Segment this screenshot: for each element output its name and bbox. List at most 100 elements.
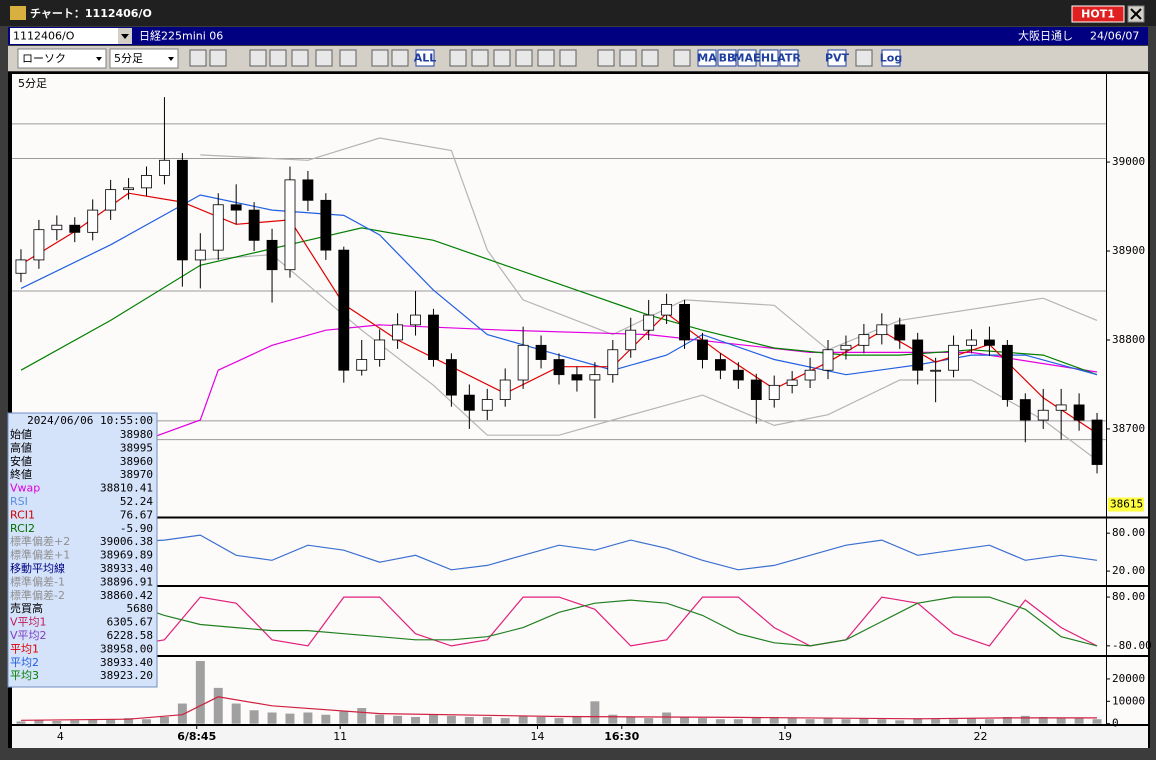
volume-bar — [411, 716, 421, 724]
candle-body — [822, 349, 834, 371]
volume-bar — [680, 716, 690, 724]
volume-bar — [52, 721, 62, 724]
interval-select[interactable] — [109, 48, 179, 69]
toolbar-icon[interactable] — [855, 49, 873, 67]
volume-bar — [662, 712, 672, 724]
toolbar-icon[interactable] — [209, 49, 227, 67]
info-label: Vwap — [10, 482, 40, 495]
toolbar-icon[interactable] — [391, 49, 409, 67]
toolbar-icon[interactable] — [559, 49, 577, 67]
candle-body — [499, 379, 511, 400]
toolbar-icon[interactable] — [249, 49, 267, 67]
volume-bar — [159, 716, 169, 724]
toolbar-button-label[interactable]: MA — [697, 52, 717, 65]
info-label: 移動平均線 — [10, 561, 65, 575]
toolbar-icon[interactable] — [315, 49, 333, 67]
candle-body — [643, 314, 655, 331]
hot-button-label[interactable]: HOT1 — [1081, 8, 1115, 21]
toolbar-icon[interactable] — [537, 49, 555, 67]
toolbar-button[interactable] — [881, 49, 901, 67]
candle-body — [248, 209, 260, 241]
volume-bar — [177, 703, 187, 724]
toolbar-button-label[interactable]: Log — [880, 52, 902, 65]
info-label: 標準偏差-2 — [10, 588, 65, 602]
candle-body — [463, 394, 475, 411]
toolbar-icon[interactable] — [471, 49, 489, 67]
toolbar-icon[interactable] — [597, 49, 615, 67]
volume-bar — [34, 720, 44, 724]
candle-body — [33, 229, 45, 261]
volume-bar — [321, 714, 331, 724]
volume-bar — [285, 713, 295, 724]
toolbar-icon[interactable] — [493, 49, 511, 67]
toolbar-button[interactable] — [415, 49, 435, 67]
toolbar-icon[interactable] — [269, 49, 287, 67]
volume-bar — [500, 718, 510, 724]
dropdown-arrow — [168, 57, 174, 61]
volume-bar — [482, 716, 492, 724]
candle-body — [69, 224, 81, 233]
volume-bar — [1056, 718, 1066, 724]
toolbar-button-label[interactable]: ATR — [777, 52, 801, 65]
volume-bar — [823, 718, 833, 724]
candle-body — [966, 339, 977, 346]
hot-button[interactable] — [1071, 5, 1125, 23]
toolbar-icon[interactable] — [291, 49, 309, 67]
last-price-marker — [1108, 497, 1144, 512]
candle-body — [750, 379, 762, 400]
toolbar-icon[interactable] — [339, 49, 357, 67]
toolbar-button[interactable] — [779, 49, 799, 67]
toolbar-button[interactable] — [737, 49, 757, 67]
toolbar-icon[interactable] — [673, 49, 691, 67]
volume-bar — [536, 716, 546, 724]
toolbar-button[interactable] — [717, 49, 737, 67]
y-tick-label: 20.00 — [1112, 564, 1145, 577]
volume-bar — [375, 714, 385, 724]
volume-bar — [249, 710, 259, 724]
volume-bar — [751, 718, 761, 724]
style-select-text[interactable]: ローソク — [22, 52, 66, 65]
toolbar-icon[interactable] — [449, 49, 467, 67]
indicator-line — [20, 596, 1098, 647]
symbol-input[interactable] — [10, 28, 118, 44]
toolbar-icon[interactable] — [189, 49, 207, 67]
toolbar-icon[interactable] — [515, 49, 533, 67]
info-value: 76.67 — [120, 508, 153, 521]
x-tick-label: 11 — [333, 730, 347, 743]
x-tick-label: 22 — [973, 730, 987, 743]
info-value: 38980 — [120, 428, 153, 441]
candle-body — [553, 359, 565, 376]
toolbar-button[interactable] — [759, 49, 779, 67]
x-axis-area — [12, 726, 1148, 748]
indicator-line — [20, 534, 1098, 571]
x-tick-label: 19 — [778, 730, 792, 743]
style-select[interactable] — [17, 48, 107, 69]
toolbar-button-label[interactable]: BB — [719, 52, 736, 65]
volume-bar — [213, 687, 223, 724]
toolbar-icon[interactable] — [619, 49, 637, 67]
chart-background — [12, 74, 1148, 724]
candle-body — [732, 369, 744, 381]
symbol-text[interactable]: 1112406/O — [13, 30, 75, 43]
toolbar-button-label[interactable]: PVT — [825, 52, 850, 65]
volume-bar — [1002, 716, 1012, 724]
toolbar-button-label[interactable]: HL — [761, 52, 777, 65]
toolbar-icon[interactable] — [371, 49, 389, 67]
y-tick-label: 38700 — [1112, 422, 1145, 435]
y-tick-label: 39000 — [1112, 155, 1145, 168]
toolbar-button[interactable] — [697, 49, 717, 67]
info-value: 38810.41 — [100, 482, 153, 495]
info-label: 終値 — [10, 467, 32, 481]
toolbar-button-label[interactable]: ALL — [414, 52, 437, 65]
volume-bar — [949, 719, 959, 724]
candle-body — [1001, 344, 1013, 400]
candle-body — [176, 159, 188, 261]
toolbar-button-label[interactable]: MAE — [734, 52, 761, 65]
interval-select-text[interactable]: 5分足 — [114, 52, 143, 65]
candle-body — [1019, 399, 1031, 421]
toolbar-button[interactable] — [827, 49, 847, 67]
volume-bar — [841, 719, 851, 724]
candle-body — [517, 344, 529, 381]
y-tick-label: 20000 — [1112, 672, 1145, 685]
toolbar-icon[interactable] — [641, 49, 659, 67]
